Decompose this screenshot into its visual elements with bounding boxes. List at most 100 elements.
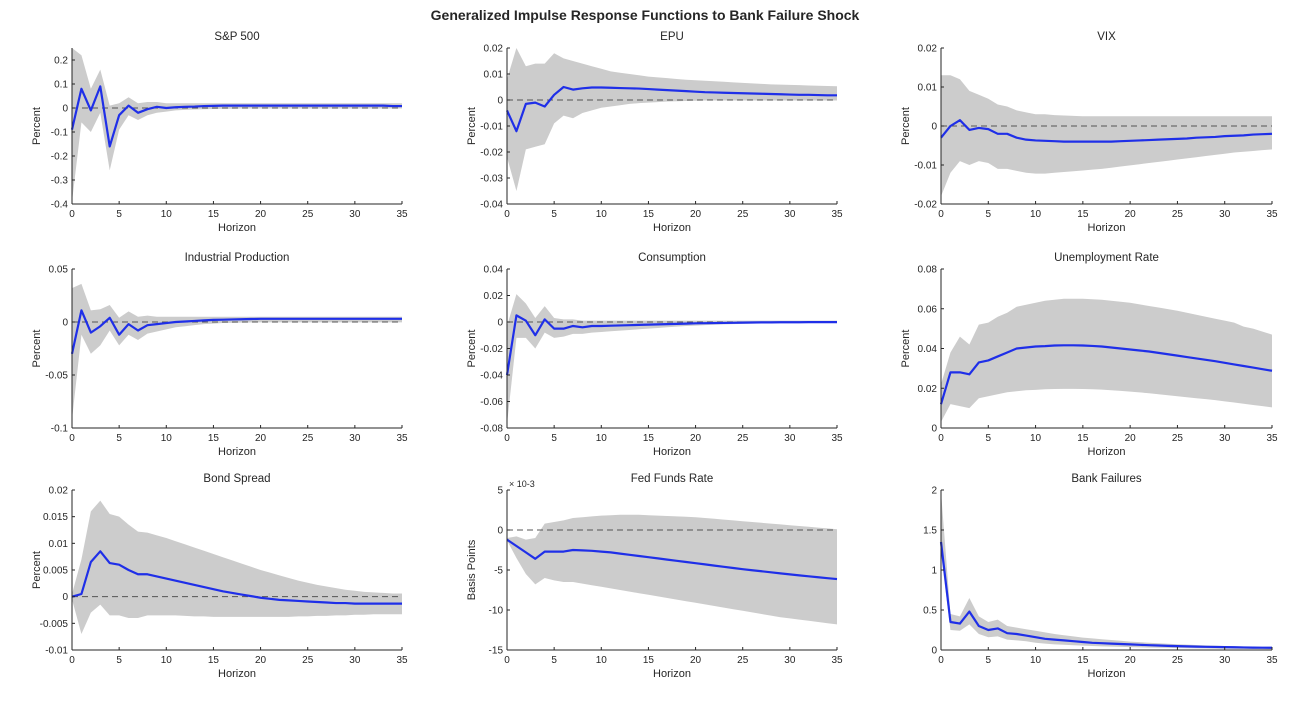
y-tick-label: -5	[494, 566, 503, 577]
irf-line	[71, 550, 402, 605]
y-tick-label: 0	[931, 424, 937, 435]
x-tick-label: 25	[302, 209, 314, 220]
y-tick-label: -0.02	[480, 148, 503, 159]
x-tick-label: 25	[1172, 209, 1184, 220]
x-axis-label: Horizon	[653, 222, 691, 234]
y-tick-label: -0.1	[51, 424, 69, 435]
y-axis-label: Percent	[31, 330, 43, 368]
y-tick-label: 2	[931, 486, 937, 497]
y-tick-label: -15	[489, 646, 504, 657]
x-tick-label: 25	[737, 433, 749, 444]
panel-title: S&P 500	[214, 31, 259, 43]
panel-title: Consumption	[638, 252, 706, 264]
confidence-band	[72, 48, 402, 202]
x-tick-label: 20	[1125, 655, 1137, 666]
y-tick-label: 5	[497, 486, 503, 497]
y-axis-label: Percent	[31, 107, 43, 145]
y-tick-label: 0	[497, 96, 503, 107]
panel-title: VIX	[1097, 31, 1116, 43]
y-tick-label: 0.04	[484, 265, 504, 276]
y-tick-label: -0.05	[45, 371, 68, 382]
y-tick-label: 0	[497, 318, 503, 329]
x-tick-label: 35	[1266, 209, 1278, 220]
irf-panel: 0 5 10 15 20 25 30 35 -0.04 -0.03 -0.02 -0.01 0 0.01 0…	[466, 31, 843, 234]
y-axis-label: Percent	[466, 330, 478, 368]
irf-panel: 0 5 10 15 20 25 30 35 0 0.5 1 1.5 2 Bank Failures Hori…	[923, 473, 1278, 680]
y-tick-label: 1.5	[923, 526, 937, 537]
y-tick-label: -0.08	[480, 424, 503, 435]
x-tick-label: 35	[396, 655, 408, 666]
y-axis-label: Percent	[466, 107, 478, 145]
x-tick-label: 10	[161, 433, 173, 444]
x-tick-label: 30	[784, 433, 796, 444]
x-tick-label: 5	[551, 209, 557, 220]
x-tick-label: 35	[831, 655, 843, 666]
y-tick-label: 0.005	[43, 566, 68, 577]
x-tick-label: 0	[938, 433, 944, 444]
x-tick-label: 20	[690, 433, 702, 444]
x-tick-label: 30	[349, 433, 361, 444]
x-tick-label: 20	[690, 209, 702, 220]
x-tick-label: 35	[1266, 433, 1278, 444]
x-tick-label: 0	[504, 209, 510, 220]
x-axis-label: Horizon	[218, 222, 256, 234]
y-tick-label: -0.4	[51, 200, 69, 211]
panel-title: Unemployment Rate	[1054, 252, 1159, 264]
x-tick-label: 0	[69, 209, 75, 220]
confidence-band	[941, 298, 1272, 423]
x-tick-label: 20	[1125, 209, 1137, 220]
x-tick-label: 15	[1077, 433, 1089, 444]
x-tick-label: 30	[1219, 655, 1231, 666]
x-tick-label: 25	[1172, 433, 1184, 444]
confidence-band	[507, 294, 837, 425]
x-tick-label: 15	[643, 433, 655, 444]
y-tick-label: 0.08	[918, 265, 938, 276]
irf-panel: 0 5 10 15 20 25 30 35 -0.08 -0.06 -0.04 -0.02 0 0.02 0…	[466, 252, 843, 458]
x-tick-label: 10	[1030, 433, 1042, 444]
y-tick-label: 0.015	[43, 512, 68, 523]
y-tick-label: 0	[62, 318, 68, 329]
x-axis-label: Horizon	[1088, 222, 1126, 234]
y-axis-label: Percent	[900, 330, 912, 368]
x-tick-label: 10	[161, 209, 173, 220]
y-exponent-label: × 10-3	[509, 479, 535, 489]
irf-panel: 0 5 10 15 20 25 30 35 -0.02 -0.01 0 0.01 0.02 VIX Hori…	[900, 31, 1278, 234]
x-tick-label: 20	[255, 209, 267, 220]
x-axis-label: Horizon	[653, 446, 691, 458]
x-tick-label: 5	[551, 655, 557, 666]
x-tick-label: 5	[116, 433, 122, 444]
y-tick-label: 0.01	[484, 70, 504, 81]
x-tick-label: 15	[643, 655, 655, 666]
y-tick-label: -0.02	[480, 344, 503, 355]
figure-title: Generalized Impulse Response Functions t…	[431, 7, 860, 23]
y-tick-label: 1	[931, 566, 937, 577]
irf-line	[506, 538, 838, 581]
y-tick-label: 0	[497, 526, 503, 537]
x-tick-label: 35	[1266, 655, 1278, 666]
y-tick-label: 0.01	[49, 539, 69, 550]
x-tick-label: 25	[737, 655, 749, 666]
x-tick-label: 25	[1172, 655, 1184, 666]
panel-title: Industrial Production	[185, 252, 290, 264]
x-tick-label: 20	[1125, 433, 1137, 444]
irf-line	[939, 344, 1273, 405]
panel-title: EPU	[660, 31, 684, 43]
irf-line	[70, 85, 402, 148]
x-tick-label: 15	[643, 209, 655, 220]
y-tick-label: 0	[931, 646, 937, 657]
y-tick-label: -0.06	[480, 397, 503, 408]
x-tick-label: 10	[596, 655, 608, 666]
x-tick-label: 5	[116, 655, 122, 666]
y-axis-label: Percent	[900, 107, 912, 145]
x-tick-label: 5	[986, 433, 992, 444]
y-tick-label: 0.02	[49, 486, 69, 497]
y-tick-label: -0.03	[480, 174, 503, 185]
confidence-band	[507, 514, 837, 625]
y-tick-label: -0.2	[51, 152, 69, 163]
x-axis-label: Horizon	[653, 668, 691, 680]
y-tick-label: 0.02	[484, 291, 504, 302]
x-tick-label: 20	[255, 655, 267, 666]
x-tick-label: 35	[396, 209, 408, 220]
x-tick-label: 0	[938, 209, 944, 220]
